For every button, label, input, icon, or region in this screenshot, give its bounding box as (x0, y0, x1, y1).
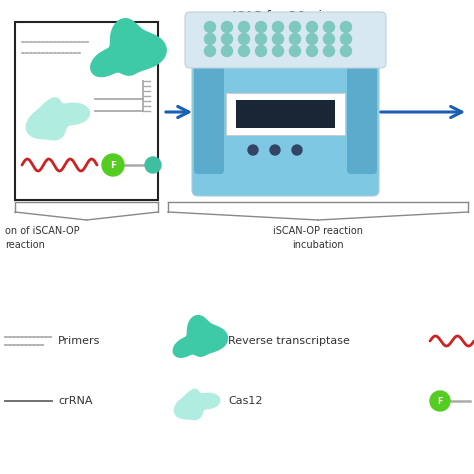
Text: Primers: Primers (58, 336, 100, 346)
Polygon shape (173, 316, 228, 357)
Circle shape (248, 145, 258, 155)
Circle shape (340, 21, 352, 33)
Circle shape (273, 21, 283, 33)
Circle shape (290, 34, 301, 45)
Polygon shape (174, 389, 220, 419)
Text: crRNA: crRNA (58, 396, 92, 406)
Circle shape (238, 46, 249, 56)
Circle shape (221, 21, 233, 33)
Polygon shape (27, 98, 90, 140)
Text: F: F (438, 396, 443, 405)
Circle shape (340, 34, 352, 45)
Circle shape (270, 145, 280, 155)
Circle shape (430, 391, 450, 411)
Circle shape (238, 21, 249, 33)
Circle shape (323, 21, 335, 33)
FancyBboxPatch shape (347, 66, 377, 174)
Circle shape (340, 46, 352, 56)
FancyBboxPatch shape (192, 29, 379, 196)
Circle shape (292, 145, 302, 155)
Circle shape (221, 46, 233, 56)
FancyBboxPatch shape (185, 12, 386, 68)
Circle shape (255, 21, 266, 33)
Circle shape (323, 46, 335, 56)
Bar (15, 22, 158, 200)
Circle shape (255, 34, 266, 45)
Text: on of iSCAN-OP
reaction: on of iSCAN-OP reaction (5, 226, 80, 250)
Bar (226, 93, 345, 135)
Text: iSCAN-OP reaction
incubation: iSCAN-OP reaction incubation (273, 226, 363, 250)
Text: 42°C for 20min: 42°C for 20min (229, 9, 331, 22)
Circle shape (290, 46, 301, 56)
Bar (236, 100, 335, 128)
Circle shape (255, 46, 266, 56)
Circle shape (290, 21, 301, 33)
Circle shape (204, 21, 216, 33)
Circle shape (307, 34, 318, 45)
Polygon shape (91, 19, 166, 76)
Circle shape (204, 34, 216, 45)
Circle shape (102, 154, 124, 176)
Text: Cas12: Cas12 (228, 396, 263, 406)
Circle shape (323, 34, 335, 45)
Circle shape (204, 46, 216, 56)
FancyBboxPatch shape (194, 66, 224, 174)
Text: Reverse transcriptase: Reverse transcriptase (228, 336, 350, 346)
Circle shape (238, 34, 249, 45)
Circle shape (145, 157, 161, 173)
Circle shape (307, 46, 318, 56)
Circle shape (273, 46, 283, 56)
Circle shape (221, 34, 233, 45)
Circle shape (307, 21, 318, 33)
Text: F: F (110, 161, 116, 170)
Circle shape (273, 34, 283, 45)
